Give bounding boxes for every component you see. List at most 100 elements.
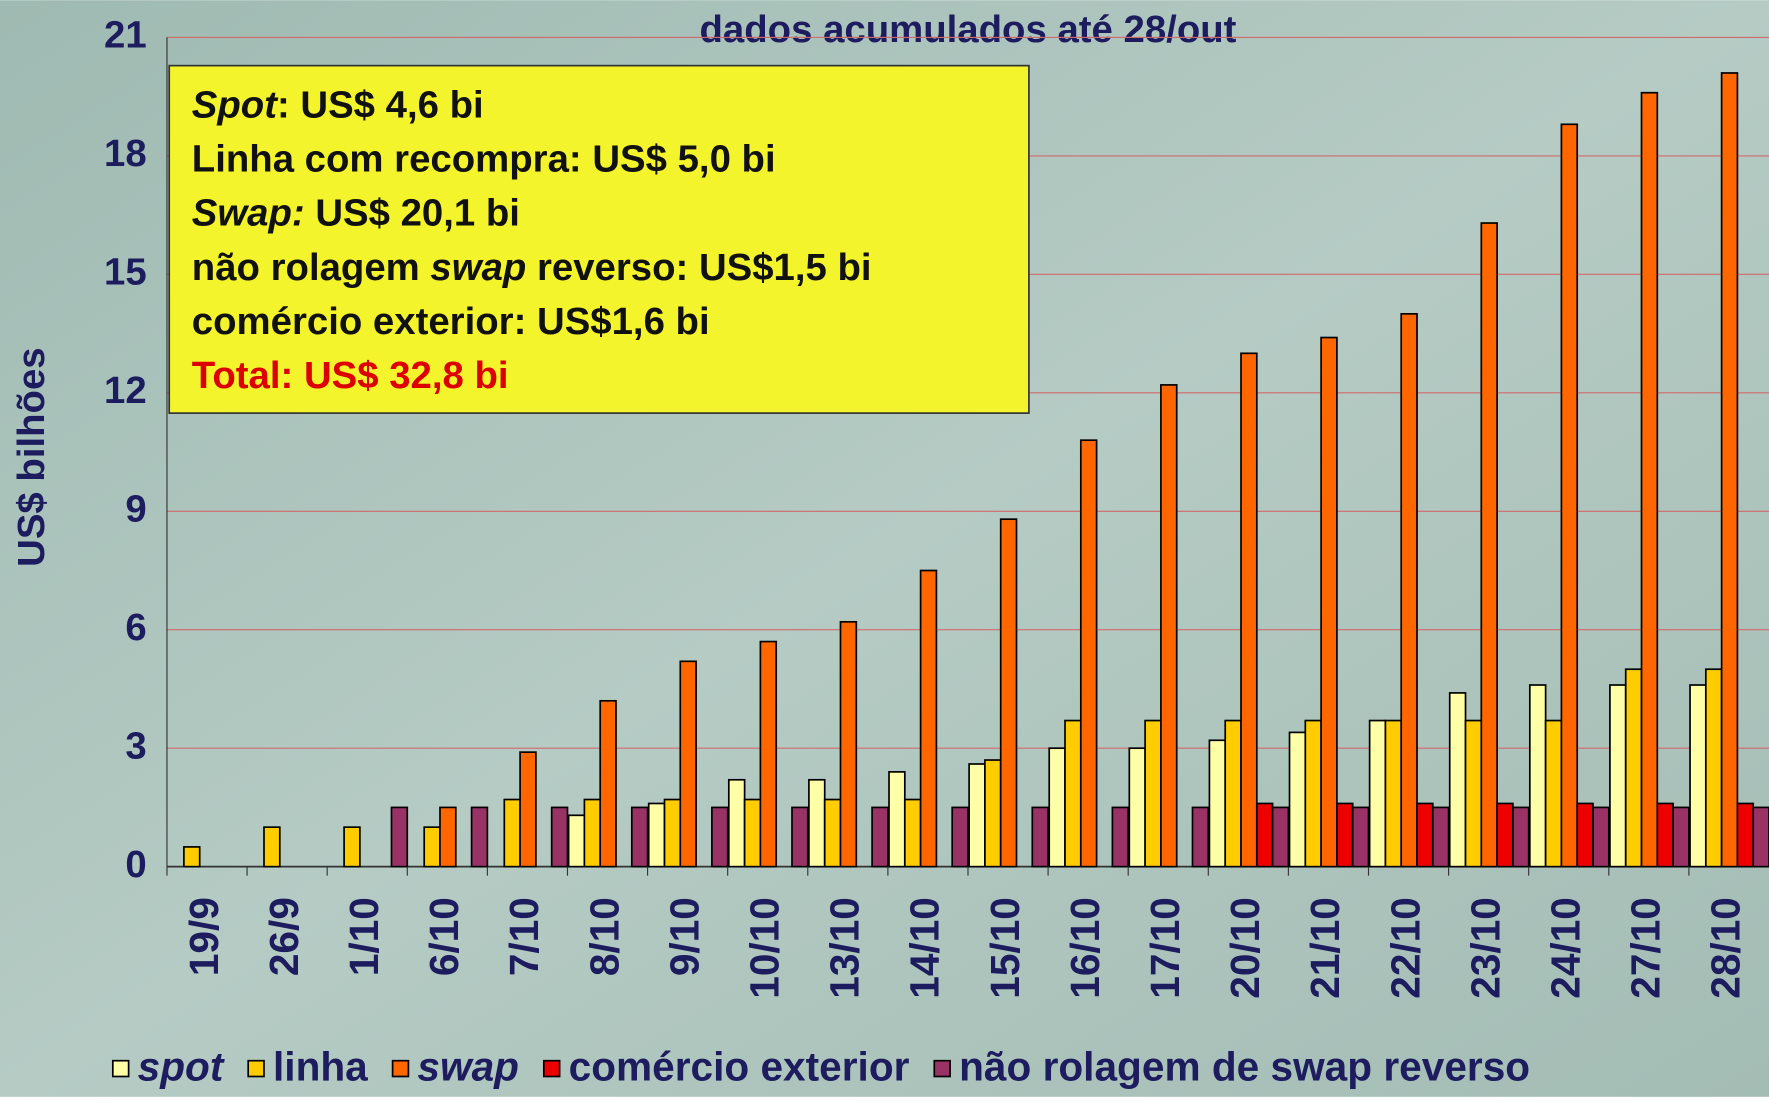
bar: [1240, 352, 1258, 868]
bar: [1288, 731, 1307, 868]
bar: [1368, 719, 1387, 868]
bar: [1144, 719, 1162, 868]
legend-swatch: [247, 1059, 265, 1078]
bar: [1271, 806, 1290, 868]
annotation-segment: Linha com recompra: US$ 5,0 bi: [192, 138, 776, 181]
y-tick-label: 12: [104, 369, 147, 412]
bar: [663, 798, 682, 868]
annotation-segment: swap: [430, 246, 526, 289]
bar: [759, 640, 778, 868]
bar: [1656, 802, 1674, 868]
bar: [839, 620, 858, 868]
legend-label: linha: [273, 1043, 368, 1089]
bar: [1640, 91, 1659, 868]
legend-label: comércio exterior: [569, 1043, 910, 1089]
annotation-line: Swap: US$ 20,1 bi: [192, 192, 520, 235]
bar: [1720, 72, 1739, 868]
chart-title: dados acumulados até 28/out: [700, 8, 1237, 51]
bar: [390, 806, 409, 868]
bar: [1512, 806, 1530, 868]
annotation-line: comércio exterior: US$1,6 bi: [192, 300, 710, 343]
annotation-line: não rolagem swap reverso: US$1,5 bi: [192, 246, 872, 289]
x-tick-label: 19/9: [181, 897, 227, 976]
bar: [984, 759, 1002, 868]
bar: [1464, 719, 1483, 868]
annotation-segment: Total: US$ 32,8 bi: [192, 354, 509, 397]
bar: [1431, 806, 1450, 868]
y-tick-label: 18: [104, 132, 147, 175]
bar: [647, 802, 666, 868]
bar: [1576, 802, 1594, 868]
x-tick-label: 22/10: [1382, 897, 1428, 999]
y-tick-label: 9: [125, 487, 146, 530]
annotation-segment: : US$ 4,6 bi: [277, 84, 484, 127]
annotation-segment: não rolagem: [192, 246, 431, 289]
bar: [550, 806, 569, 868]
bar: [679, 660, 697, 868]
annotation-segment: comércio exterior: US$1,6 bi: [192, 300, 710, 343]
x-tick-label: 24/10: [1542, 897, 1588, 999]
annotation-segment: Spot: [192, 84, 279, 127]
x-tick-label: 14/10: [902, 897, 948, 999]
annotation-segment: Swap:: [192, 192, 305, 235]
x-tick-label: 23/10: [1462, 897, 1508, 999]
bar: [823, 798, 842, 868]
bar: [1128, 747, 1146, 868]
legend-label: não rolagem de swap reverso: [959, 1043, 1530, 1089]
bar: [999, 518, 1018, 868]
x-tick-label: 28/10: [1703, 897, 1749, 999]
x-tick-label: 8/10: [581, 897, 627, 976]
annotation-line: Total: US$ 32,8 bi: [192, 354, 509, 397]
annotation-line: Linha com recompra: US$ 5,0 bi: [192, 138, 776, 181]
x-tick-label: 27/10: [1623, 897, 1669, 999]
legend-label: spot: [138, 1043, 225, 1089]
bar: [1752, 806, 1769, 868]
x-tick-label: 1/10: [341, 897, 387, 976]
bar: [1320, 336, 1338, 868]
bar: [1704, 668, 1723, 868]
bar: [1560, 123, 1579, 868]
bar: [888, 771, 906, 868]
bar: [470, 806, 489, 868]
bar: [1160, 384, 1178, 868]
bar: [1480, 222, 1498, 868]
bar: [1351, 806, 1370, 868]
annotation-segment: US$ 20,1 bi: [305, 192, 520, 235]
x-tick-label: 13/10: [822, 897, 868, 999]
bar: [727, 778, 746, 868]
x-tick-label: 17/10: [1142, 897, 1188, 999]
legend-label: swap: [417, 1043, 519, 1089]
bar: [423, 826, 441, 868]
bar: [1672, 806, 1690, 868]
bar: [1609, 684, 1627, 868]
legend-swatch: [111, 1059, 130, 1078]
bar: [1496, 802, 1514, 868]
bar: [583, 798, 602, 868]
x-tick-label: 21/10: [1302, 897, 1348, 999]
bar: [808, 778, 826, 868]
annotation-line: Spot: US$ 4,6 bi: [192, 84, 484, 127]
legend-swatch: [542, 1059, 561, 1078]
bar: [1416, 802, 1434, 868]
bar: [1448, 692, 1467, 868]
bar: [519, 751, 537, 868]
y-tick-label: 0: [125, 843, 146, 886]
x-tick-label: 10/10: [741, 897, 787, 999]
bar: [1224, 719, 1242, 868]
y-tick-label: 15: [104, 250, 147, 293]
y-tick-label: 21: [104, 14, 147, 57]
bar: [1191, 806, 1210, 868]
bar: [567, 814, 586, 868]
bar: [1304, 719, 1322, 868]
bar: [1624, 668, 1643, 868]
bar: [711, 806, 729, 868]
bar: [1528, 684, 1547, 868]
bar: [743, 798, 762, 868]
bar: [630, 806, 649, 868]
bar: [871, 806, 889, 868]
bar: [919, 569, 938, 868]
x-tick-label: 26/9: [261, 897, 307, 976]
bar: [599, 699, 617, 868]
